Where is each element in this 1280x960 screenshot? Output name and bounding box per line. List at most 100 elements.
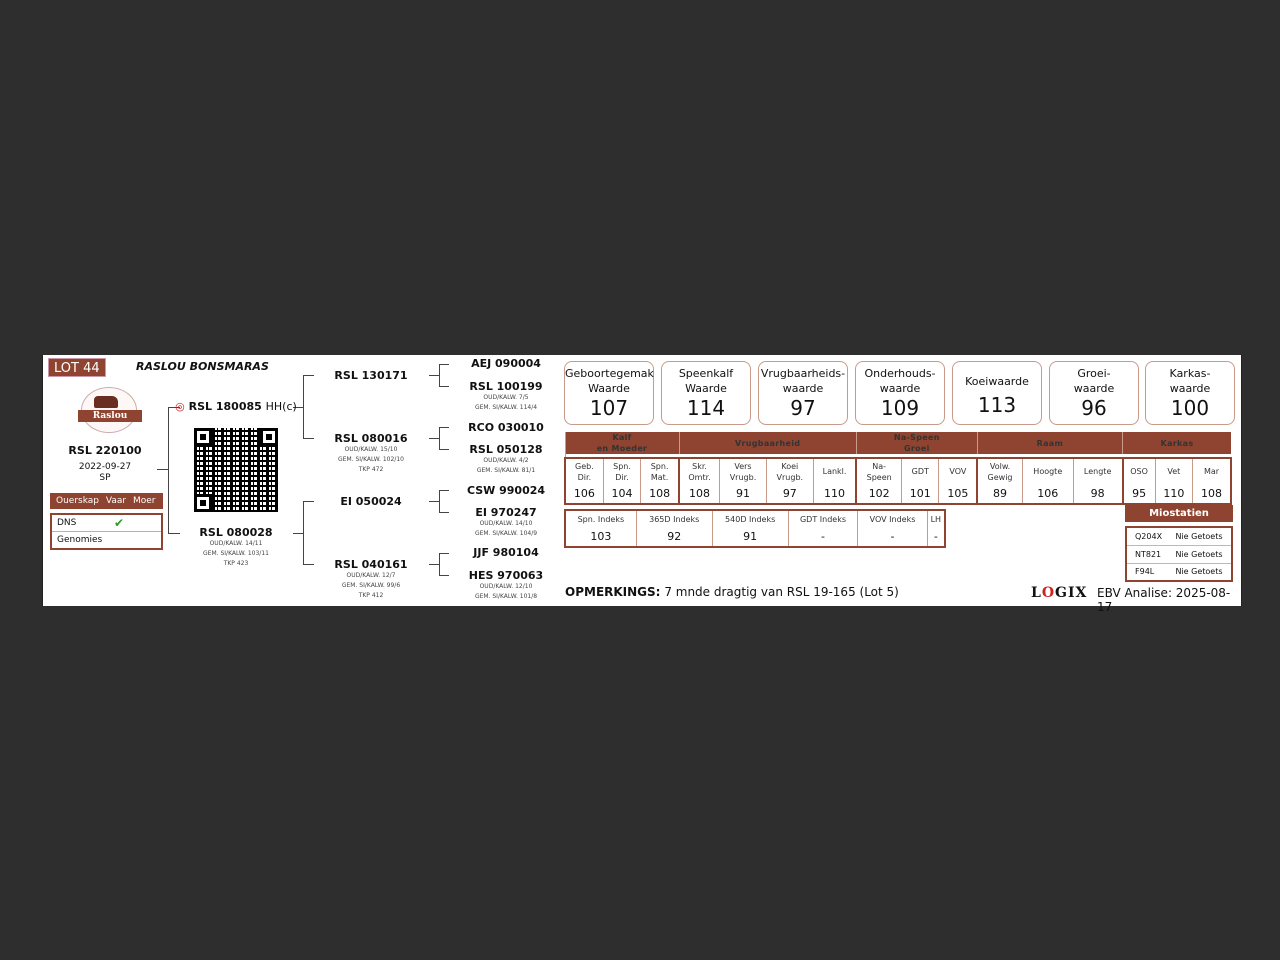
check-icon: ✔ [114,516,125,530]
value-box: Groei-waarde 96 [1049,361,1139,425]
score-label: Spn. Dir. [602,458,641,484]
score-value: 89 [976,484,1023,504]
score-value: 101 [901,484,939,504]
value-label: Onderhouds- [864,367,936,380]
value-label: waarde [879,382,921,395]
gg-sdd: RSL 050128 OUD/KALW. 4/2 GEM. SI/KALW. 81/… [469,443,543,474]
sire-dam: RSL 080016 OUD/KALW. 15/10 GEM. SI/KALW. 1… [334,432,408,473]
value-number: 107 [589,396,629,420]
value-box: Geboortegemak Waarde 107 [564,361,654,425]
score-value: 110 [1154,484,1193,504]
gg-ssd: RSL 100199 OUD/KALW. 7/5 GEM. SI/KALW. 114… [469,380,543,411]
score-label: VOV [938,458,978,484]
score-value: 110 [812,484,857,504]
sire-sire: RSL 130171 [334,369,408,382]
lot-card: LOT 44 RASLOU BONSMARAS Raslou RSL 22010… [42,355,1242,614]
value-label: Geboortegemak [565,367,654,380]
score-value: 106 [563,484,604,504]
score-label: Vers Vrugb. [719,458,767,484]
index-label: 365D Indeks [635,510,713,527]
target-icon: ◎ [175,400,185,413]
index-value: - [926,527,945,547]
parentage-table: DNS ✔ Genomies [50,513,163,550]
miostatien-row: F94L Nie Getoets [1126,562,1232,581]
farm-name: RASLOU BONSMARAS [136,360,269,373]
score-value: 98 [1072,484,1123,504]
group-header: Na-Speen Groei [855,432,978,454]
dam-sire: EI 050024 [340,495,402,508]
group-header: Vrugbaarheid [678,432,857,454]
score-value: 108 [1192,484,1231,504]
score-value: 108 [678,484,720,504]
index-value: 92 [635,527,713,547]
birth-date: 2022-09-27 [78,462,132,472]
gg-dss: CSW 990024 [466,484,546,497]
animal-sex: SP [99,473,111,483]
score-label: OSO [1121,458,1156,484]
score-value: 97 [765,484,814,504]
score-value: 108 [640,484,679,504]
value-number: 109 [880,396,920,420]
gg-dsd: EI 970247 OUD/KALW. 14/10 GEM. SI/KALW. 10… [474,506,538,537]
parentage-header: Ouerskap Vaar Moer [50,493,163,509]
score-label: Hoogte [1021,458,1074,484]
value-label: Waarde [588,382,630,395]
gg-dds: JJF 980104 [473,546,539,559]
dam-dam: RSL 040161 OUD/KALW. 12/7 GEM. SI/KALW. 99… [334,558,408,599]
gg-ddd: HES 970063 OUD/KALW. 12/10 GEM. SI/KALW. 1… [468,569,544,600]
miostatien-row: Q204X Nie Getoets [1135,531,1223,541]
score-label: Volw. Gewig [976,458,1023,484]
value-label: waarde [782,382,824,395]
index-label: GDT Indeks [787,510,858,527]
remarks: OPMERKINGS: 7 mnde dragtig van RSL 19-16… [565,585,899,599]
index-label: VOV Indeks [857,510,928,527]
animal-id: RSL 220100 [68,444,142,457]
score-label: Lengte [1072,458,1123,484]
group-header: Karkas [1122,432,1231,454]
logix-logo: LOGIX [1031,585,1088,601]
miostatien: Miostatien Q204X Nie Getoets NT821 Nie Geto… [1125,505,1233,582]
value-label: Vrugbaarheids- [760,367,846,380]
value-label: Karkas- [1169,367,1211,380]
score-value: 104 [602,484,641,504]
miostatien-title: Miostatien [1125,505,1233,522]
value-label: waarde [1169,382,1211,395]
group-header: Raam [976,432,1123,454]
value-number: 114 [686,396,726,420]
dam: RSL 080028 OUD/KALW. 14/11 GEM. SI/KALW. 1… [199,526,273,567]
value-label: waarde [1073,382,1115,395]
score-label: Vet [1154,458,1193,484]
index-value: - [787,527,858,547]
index-label: Spn. Indeks [564,510,637,527]
sire: ◎ RSL 180085 HH(c) [175,400,297,413]
parentage-row-genomies: Genomies [52,531,161,547]
score-label: Geb. Dir. [563,458,604,484]
value-box: Onderhouds-waarde 109 [855,361,945,425]
score-label: Skr. Omtr. [678,458,720,484]
score-label: Na- Speen [855,458,902,484]
ebv-date: EBV Analise: 2025-08-17 [1097,586,1231,614]
value-number: 97 [790,396,816,420]
value-label: Groei- [1077,367,1111,380]
value-label: Koeiwaarde [965,375,1029,388]
parentage-row-dns: DNS ✔ [57,516,125,530]
value-number: 113 [977,393,1017,417]
group-header: Kalf en Moeder [564,432,679,454]
value-box: Karkas-waarde 100 [1145,361,1235,425]
lot-number: LOT 44 [48,358,106,377]
qr-code[interactable] [194,428,278,512]
score-value: 95 [1121,484,1156,504]
value-box: Koeiwaarde 113 [952,361,1042,425]
score-label: GDT [901,458,939,484]
value-number: 96 [1081,396,1107,420]
score-label: Lankl. [812,458,857,484]
score-label: Spn. Mat. [640,458,679,484]
index-table: Spn. Indeks 365D Indeks 540D Indeks GDT Ind… [564,509,946,548]
index-value: 103 [564,527,637,547]
score-label: Koei Vrugb. [765,458,814,484]
score-value: 106 [1021,484,1074,504]
raslou-logo: Raslou [78,387,142,433]
ebv-table: Kalf en Moeder Vrugbaarheid Na-Speen Groei Ra… [563,432,1232,505]
score-value: 91 [719,484,767,504]
score-value: 105 [938,484,978,504]
